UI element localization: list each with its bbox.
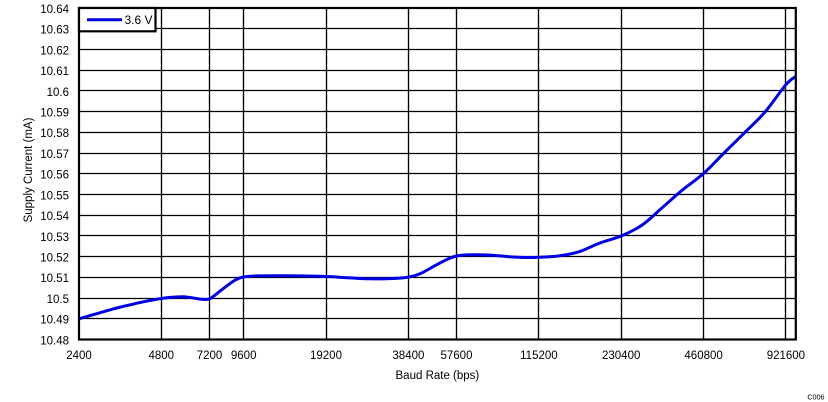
svg-text:10.62: 10.62 [40, 45, 69, 57]
svg-text:9600: 9600 [231, 350, 257, 362]
svg-text:10.52: 10.52 [40, 253, 69, 265]
svg-text:3.6 V: 3.6 V [125, 13, 153, 27]
svg-text:115200: 115200 [520, 350, 558, 362]
svg-text:10.61: 10.61 [40, 66, 69, 78]
svg-text:10.56: 10.56 [40, 170, 69, 182]
svg-text:10.58: 10.58 [40, 128, 69, 140]
svg-text:460800: 460800 [684, 350, 722, 362]
svg-text:7200: 7200 [197, 350, 223, 362]
svg-text:C006: C006 [807, 393, 824, 402]
svg-text:2400: 2400 [66, 350, 92, 362]
svg-text:10.6: 10.6 [47, 87, 69, 99]
svg-text:10.48: 10.48 [40, 335, 69, 347]
svg-text:Baud Rate (bps): Baud Rate (bps) [396, 370, 480, 382]
svg-text:10.51: 10.51 [40, 273, 69, 285]
svg-text:10.59: 10.59 [40, 108, 69, 120]
svg-text:19200: 19200 [310, 350, 342, 362]
svg-text:10.57: 10.57 [40, 149, 69, 161]
svg-text:10.64: 10.64 [40, 4, 69, 16]
svg-text:10.5: 10.5 [47, 294, 69, 306]
svg-text:38400: 38400 [392, 350, 424, 362]
svg-text:10.53: 10.53 [40, 232, 69, 244]
svg-text:921600: 921600 [767, 350, 805, 362]
svg-text:10.49: 10.49 [40, 315, 69, 327]
svg-text:Supply Current (mA): Supply Current (mA) [23, 117, 35, 222]
svg-text:10.54: 10.54 [40, 211, 69, 223]
svg-text:57600: 57600 [441, 350, 473, 362]
svg-text:4800: 4800 [149, 350, 175, 362]
svg-text:10.55: 10.55 [40, 190, 69, 202]
svg-text:230400: 230400 [602, 350, 640, 362]
svg-text:10.63: 10.63 [40, 25, 69, 37]
